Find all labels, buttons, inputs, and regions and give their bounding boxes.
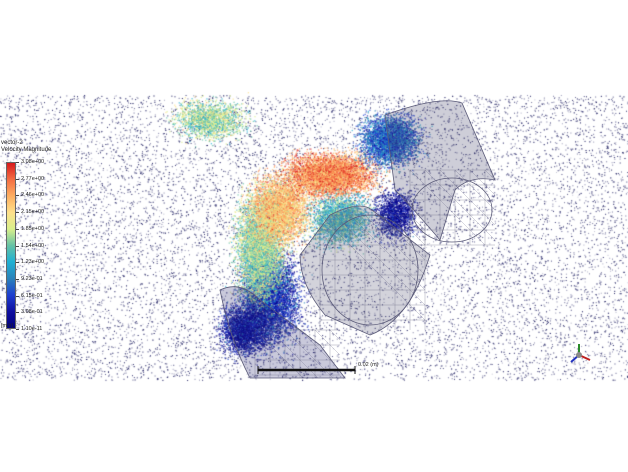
legend-tick-mark bbox=[16, 262, 19, 264]
mesh-edge bbox=[319, 214, 426, 321]
color-legend: vector-2 Velocity Magnitude 3.08e+00 2.77… bbox=[0, 140, 70, 340]
legend-tick-label: 2.77e+00 bbox=[21, 175, 45, 182]
legend-tick-mark bbox=[16, 295, 19, 297]
scale-bar-label: 0.02 (m) bbox=[358, 362, 379, 368]
mesh-edge bbox=[469, 169, 496, 196]
legend-color-bar bbox=[6, 162, 16, 329]
mesh-opening bbox=[321, 214, 419, 326]
mesh-edge bbox=[439, 169, 496, 226]
legend-tick-label: 1.54e+00 bbox=[21, 242, 45, 249]
mesh-edge bbox=[424, 169, 496, 241]
legend-tick-label: 9.23e-01 bbox=[21, 275, 43, 282]
legend-tick-mark bbox=[16, 312, 19, 314]
legend-tick-label: 1.23e+00 bbox=[21, 259, 45, 266]
mesh-edge bbox=[314, 329, 341, 356]
legend-tick-label: 1.85e+00 bbox=[21, 225, 45, 232]
legend-tick-mark bbox=[16, 195, 19, 197]
legend-subtitle: Velocity Magnitude bbox=[1, 147, 52, 153]
mesh-edge bbox=[379, 214, 426, 261]
legend-unit: [m/s] bbox=[1, 323, 13, 329]
legend-tick-mark bbox=[16, 162, 19, 163]
legend-tick-mark bbox=[16, 228, 19, 230]
legend-tick-mark bbox=[16, 245, 19, 247]
mesh-edge bbox=[349, 214, 426, 291]
legend-tick-mark bbox=[16, 178, 19, 180]
mesh-surface-lower bbox=[219, 286, 346, 379]
mesh-edge bbox=[409, 169, 486, 246]
legend-tick-label: 2.15e+00 bbox=[21, 209, 45, 216]
legend-tick-label: 2.46e+00 bbox=[21, 192, 45, 199]
legend-tick-label: 3.08e-01 bbox=[21, 309, 43, 316]
legend-tick-mark bbox=[16, 329, 19, 330]
mesh-edge bbox=[394, 214, 426, 246]
mesh-edge bbox=[364, 214, 426, 276]
mesh-edge bbox=[329, 329, 341, 341]
mesh-edge bbox=[299, 329, 341, 371]
legend-tick-label: 1.10e-11 bbox=[21, 326, 43, 332]
legend-tick-label: 6.15e-01 bbox=[21, 292, 43, 299]
mesh-edge bbox=[484, 169, 496, 181]
legend-title: vector-2 bbox=[1, 140, 23, 146]
mesh-edge bbox=[334, 214, 426, 306]
legend-tick-label: 3.08e+00 bbox=[21, 159, 45, 165]
mesh-edge bbox=[454, 169, 496, 211]
legend-tick-mark bbox=[16, 212, 19, 214]
axis-triad-icon[interactable] bbox=[566, 342, 596, 368]
mesh-opening bbox=[411, 177, 493, 243]
legend-tick-mark bbox=[16, 278, 19, 280]
mesh-edge bbox=[409, 214, 426, 231]
